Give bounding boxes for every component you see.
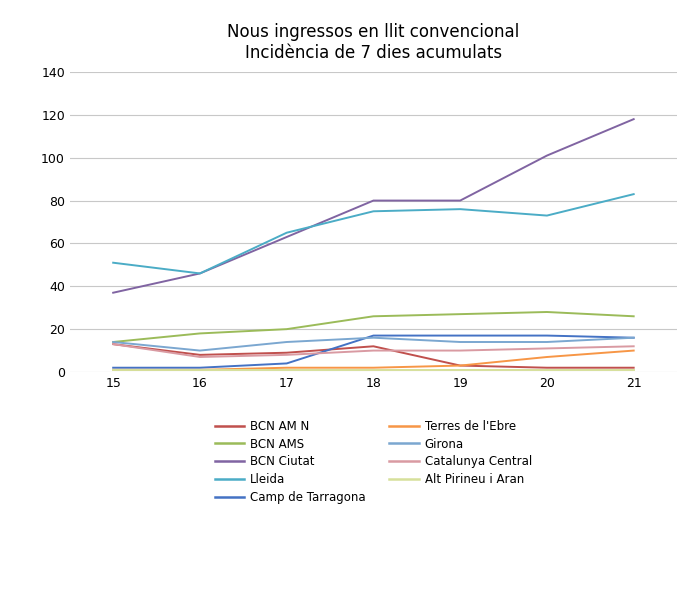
Title: Nous ingressos en llit convencional
Incidència de 7 dies acumulats: Nous ingressos en llit convencional Inci… [228, 23, 519, 62]
Legend: BCN AM N, BCN AMS, BCN Ciutat, Lleida, Camp de Tarragona, Terres de l'Ebre, Giro: BCN AM N, BCN AMS, BCN Ciutat, Lleida, C… [209, 414, 538, 509]
